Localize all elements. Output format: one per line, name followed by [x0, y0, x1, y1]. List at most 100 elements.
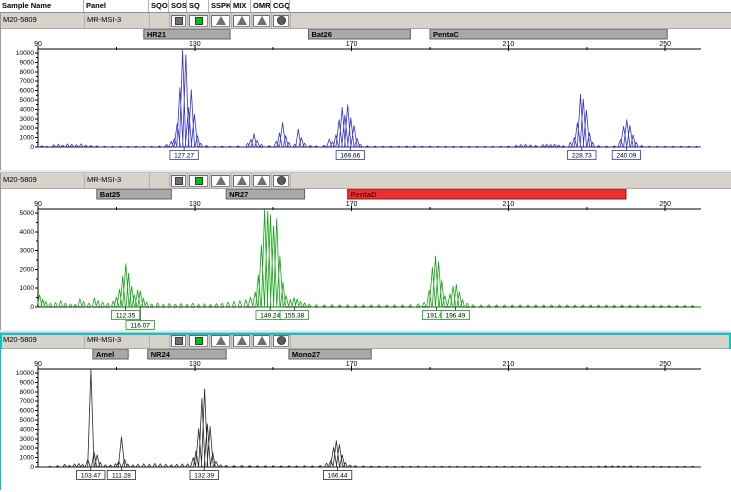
x-tick-label: 170: [346, 361, 358, 368]
quality-flag-cell[interactable]: [210, 333, 232, 348]
marker-bar-NR27[interactable]: NR27: [225, 189, 306, 200]
peak-size-label[interactable]: 169.66: [335, 147, 365, 160]
x-tick-label: 170: [346, 41, 358, 48]
marker-bar-PentaD[interactable]: PentaD: [347, 189, 627, 200]
marker-label: Mono27: [292, 350, 320, 359]
marker-bar-Amel[interactable]: Amel: [92, 349, 129, 360]
column-header-cgq: CGQ: [273, 0, 290, 12]
x-tick-label: 250: [659, 361, 671, 368]
quality-flag-cell[interactable]: [232, 173, 252, 188]
quality-flag-cell[interactable]: [188, 13, 210, 28]
sample-panel-3[interactable]: M20-5809 MR-MSI-3 Amel NR24 Mono27 90 130 1…: [0, 333, 731, 490]
quality-flag-cell[interactable]: [272, 173, 291, 188]
sample-panel-1[interactable]: M20-5809 MR-MSI-3 HR21 Bat26 PentaC 90 130…: [0, 13, 731, 170]
panel-separator: [0, 170, 731, 173]
electropherogram-2[interactable]: Bat25 NR27 PentaD 90 130 170 210 250 0 1000 2000…: [1, 189, 731, 330]
peak-size-label[interactable]: 127.27: [169, 147, 199, 160]
marker-bar-HR21[interactable]: HR21: [143, 29, 231, 40]
column-header-sqo: SQO: [151, 0, 169, 12]
marker-label: Bat25: [100, 190, 120, 199]
peak-size-label[interactable]: 240.09: [611, 147, 642, 160]
marker-label: NR27: [229, 190, 248, 199]
x-axis: [37, 206, 701, 211]
peak-size-label[interactable]: 155.38: [279, 307, 309, 320]
panel-name: MR-MSI-3: [85, 333, 150, 348]
quality-flag-cell[interactable]: [252, 333, 272, 348]
peak-size-label[interactable]: 116.07: [125, 307, 155, 330]
quality-flag-cell[interactable]: [170, 333, 188, 348]
electropherogram-1[interactable]: HR21 Bat26 PentaC 90 130 170 210 250 0 1000 2000…: [1, 29, 731, 170]
y-tick-label: 5000: [20, 417, 35, 424]
marker-bar-Bat25[interactable]: Bat25: [96, 189, 172, 200]
sqo-empty-cell: [150, 13, 170, 28]
marker-label: NR24: [151, 350, 171, 359]
x-tick-label: 90: [34, 201, 42, 208]
quality-flag-cell[interactable]: [210, 173, 232, 188]
svg-text:112.35: 112.35: [116, 313, 136, 320]
marker-bar-PentaC[interactable]: PentaC: [429, 29, 668, 40]
x-axis: [37, 46, 701, 51]
quality-flag-cell[interactable]: [188, 173, 210, 188]
column-header-sq: SQ: [187, 0, 209, 12]
sq-flag-icon: [194, 176, 203, 185]
sample-row[interactable]: M20-5809 MR-MSI-3: [1, 173, 731, 189]
svg-text:149.24: 149.24: [260, 313, 280, 320]
quality-flag-cell[interactable]: [252, 173, 272, 188]
quality-flag-cell[interactable]: [188, 333, 210, 348]
marker-bar-Bat26[interactable]: Bat26: [307, 29, 411, 40]
y-tick-label: 5000: [20, 210, 35, 217]
peak-size-label[interactable]: 103.47: [76, 467, 106, 480]
y-tick-label: 4000: [20, 106, 35, 113]
svg-text:228.73: 228.73: [572, 153, 592, 160]
omr-flag-icon: [256, 176, 267, 185]
y-tick-label: 9000: [20, 59, 35, 66]
sample-row[interactable]: M20-5809 MR-MSI-3: [1, 333, 731, 349]
quality-flag-cell[interactable]: [252, 13, 272, 28]
peak-size-label[interactable]: 111.28: [106, 467, 136, 480]
peak-size-label[interactable]: 132.39: [189, 467, 219, 480]
quality-flag-cell[interactable]: [272, 333, 291, 348]
peak-size-label[interactable]: 196.49: [440, 307, 471, 320]
x-tick-label: 210: [503, 201, 515, 208]
y-tick-label: 0: [30, 304, 34, 311]
column-header-sample-name: Sample Name: [0, 0, 84, 12]
column-header-mix: MIX: [231, 0, 251, 12]
electropherogram-plot: HR21 Bat26 PentaC 90 130 170 210 250 0 1000 2000…: [16, 29, 701, 160]
svg-text:103.47: 103.47: [81, 473, 101, 480]
quality-flag-cell[interactable]: [170, 13, 188, 28]
peak-size-label[interactable]: 166.44: [322, 467, 353, 480]
quality-flag-cell[interactable]: [232, 333, 252, 348]
x-tick-label: 130: [189, 41, 201, 48]
electropherogram-3[interactable]: Amel NR24 Mono27 90 130 170 210 250 0 1000 2000 3…: [1, 349, 731, 490]
peak-size-label[interactable]: 112.35: [111, 307, 141, 320]
electropherogram-trace: [36, 209, 701, 308]
y-tick-label: 8000: [20, 69, 35, 76]
sample-name: M20-5809: [1, 13, 85, 28]
y-tick-label: 2000: [20, 266, 35, 273]
marker-bar-Mono27[interactable]: Mono27: [288, 349, 372, 360]
sample-row[interactable]: M20-5809 MR-MSI-3: [1, 13, 731, 29]
svg-text:196.49: 196.49: [445, 313, 465, 320]
y-tick-label: 4000: [20, 229, 35, 236]
marker-bar-NR24[interactable]: NR24: [147, 349, 227, 360]
y-tick-label: 7000: [20, 78, 35, 85]
quality-flag-cell[interactable]: [232, 13, 252, 28]
panel-name: MR-MSI-3: [85, 13, 150, 28]
sample-panel-2[interactable]: M20-5809 MR-MSI-3 Bat25 NR27 PentaD 90 130…: [0, 173, 731, 330]
electropherogram-trace: [38, 49, 701, 148]
y-tick-label: 5000: [20, 97, 35, 104]
y-tick-label: 6000: [20, 88, 35, 95]
quality-flag-cell[interactable]: [170, 173, 188, 188]
peak-size-label[interactable]: 228.73: [567, 147, 597, 160]
y-tick-label: 8000: [20, 389, 35, 396]
sq-flag-icon: [194, 336, 203, 345]
y-tick-label: 0: [30, 144, 34, 151]
svg-text:155.38: 155.38: [284, 313, 304, 320]
mix-flag-icon: [236, 176, 247, 185]
cgq-flag-icon: [276, 176, 286, 185]
sample-name: M20-5809: [1, 333, 85, 348]
y-axis: [35, 49, 39, 148]
quality-flag-cell[interactable]: [210, 13, 232, 28]
electropherogram-trace: [38, 369, 701, 468]
quality-flag-cell[interactable]: [272, 13, 291, 28]
